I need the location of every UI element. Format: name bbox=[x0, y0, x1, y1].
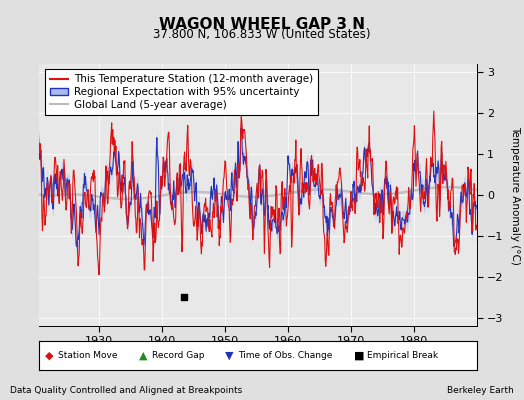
Text: WAGON WHEEL GAP 3 N: WAGON WHEEL GAP 3 N bbox=[159, 17, 365, 32]
Text: ▲: ▲ bbox=[139, 350, 147, 361]
Text: ◆: ◆ bbox=[45, 350, 53, 361]
Text: Record Gap: Record Gap bbox=[152, 351, 204, 360]
Text: ■: ■ bbox=[354, 350, 364, 361]
Text: Station Move: Station Move bbox=[58, 351, 117, 360]
Text: ▼: ▼ bbox=[225, 350, 234, 361]
Legend: This Temperature Station (12-month average), Regional Expectation with 95% uncer: This Temperature Station (12-month avera… bbox=[45, 69, 318, 115]
Y-axis label: Temperature Anomaly (°C): Temperature Anomaly (°C) bbox=[510, 126, 520, 264]
Text: Data Quality Controlled and Aligned at Breakpoints: Data Quality Controlled and Aligned at B… bbox=[10, 386, 243, 395]
Text: Time of Obs. Change: Time of Obs. Change bbox=[238, 351, 333, 360]
Text: Berkeley Earth: Berkeley Earth bbox=[447, 386, 514, 395]
Text: Empirical Break: Empirical Break bbox=[367, 351, 438, 360]
Text: 37.800 N, 106.833 W (United States): 37.800 N, 106.833 W (United States) bbox=[153, 28, 371, 41]
Point bbox=[180, 294, 188, 300]
